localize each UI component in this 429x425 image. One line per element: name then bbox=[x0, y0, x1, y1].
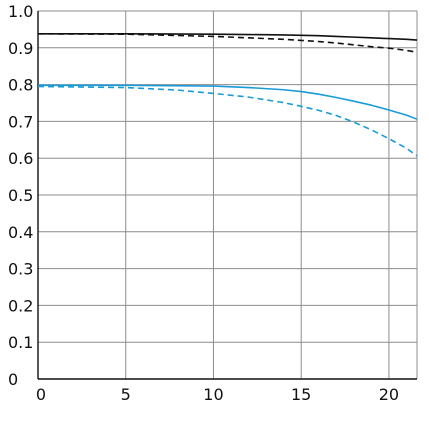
series-line-3 bbox=[38, 84, 418, 120]
y-tick-label: 0.9 bbox=[8, 39, 33, 58]
y-tick-label: 0.5 bbox=[8, 186, 33, 205]
y-tick-label: 0.6 bbox=[8, 149, 33, 168]
y-tick-label: 0.8 bbox=[8, 76, 33, 95]
x-tick-label: 5 bbox=[121, 385, 131, 404]
x-tick-label: 0 bbox=[36, 385, 46, 404]
y-tick-label: 0.2 bbox=[8, 296, 33, 315]
x-tick-label: 15 bbox=[291, 385, 311, 404]
x-tick-label: 20 bbox=[379, 385, 399, 404]
y-tick-label: 0.4 bbox=[8, 223, 33, 242]
series-line-1 bbox=[38, 33, 418, 41]
series-lines bbox=[37, 33, 418, 157]
series-line-4 bbox=[37, 85, 418, 157]
x-tick-label: 10 bbox=[203, 385, 223, 404]
y-tick-label: 0.1 bbox=[8, 333, 33, 352]
x-tick-labels: 0 5 10 15 20 bbox=[36, 385, 399, 404]
series-line-2 bbox=[37, 33, 418, 54]
axes bbox=[37, 11, 417, 380]
y-tick-label: 0.3 bbox=[8, 260, 33, 279]
y-tick-label: 0 bbox=[8, 370, 18, 389]
y-tick-labels: 0 0.1 0.2 0.3 0.4 0.5 0.6 0.7 0.8 0.9 1.0 bbox=[8, 2, 33, 389]
y-tick-label: 0.7 bbox=[8, 112, 33, 131]
grid-lines bbox=[38, 10, 418, 379]
y-tick-label: 1.0 bbox=[8, 2, 33, 21]
